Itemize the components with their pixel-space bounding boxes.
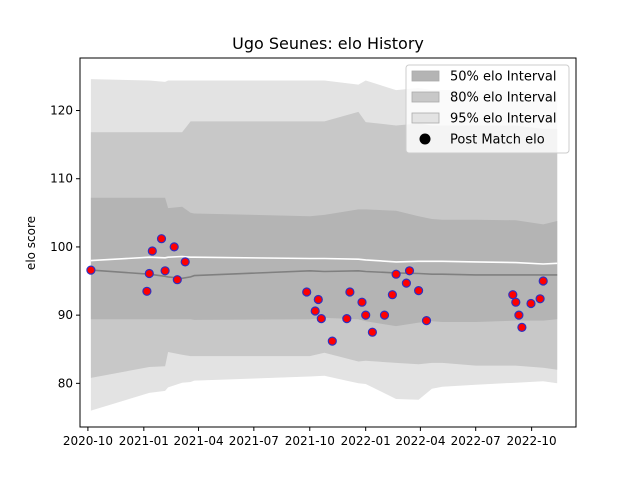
post-match-point	[404, 266, 415, 276]
post-match-point	[391, 269, 401, 279]
post-match-point	[342, 314, 352, 324]
post-match-point	[526, 298, 536, 309]
x-tick-label: 2021-10	[285, 434, 335, 448]
post-match-point	[147, 246, 157, 256]
y-axis: 80 90 100 110 120	[50, 104, 80, 390]
post-match-point	[302, 287, 312, 297]
post-match-point	[379, 310, 390, 320]
post-match-point	[517, 322, 527, 332]
x-tick-label: 2020-10	[63, 434, 113, 448]
post-match-point	[156, 234, 167, 244]
post-match-point	[414, 286, 424, 296]
post-match-point	[144, 268, 154, 279]
x-tick-label: 2021-07	[229, 434, 279, 448]
x-tick-label: 2022-04	[395, 434, 445, 448]
post-match-point	[327, 336, 337, 346]
post-match-point	[387, 290, 397, 300]
y-axis-label: elo score	[24, 216, 38, 270]
post-match-point	[160, 266, 170, 276]
x-tick-label: 2021-04	[173, 434, 223, 448]
post-match-point	[169, 242, 179, 252]
band-50-interval	[90, 197, 558, 327]
legend-swatch	[411, 91, 440, 103]
mean-elo-line	[90, 255, 558, 265]
post-match-point	[142, 286, 152, 296]
y-tick-label: 90	[58, 308, 73, 322]
plot-area	[86, 79, 558, 411]
post-match-point	[172, 275, 182, 285]
y-tick-label: 110	[50, 172, 73, 186]
post-match-point	[357, 297, 367, 307]
post-match-point	[508, 290, 518, 300]
post-match-point	[180, 257, 190, 267]
legend-label: 50% elo Interval	[450, 70, 557, 85]
legend: 50% elo Interval 80% elo Interval 95% elo …	[405, 64, 570, 154]
x-axis: 2020-10 2021-01 2021-04 2021-07 2021-10 2022-…	[63, 427, 557, 448]
legend-label: Post Match elo	[450, 133, 545, 148]
x-tick-label: 2022-01	[341, 434, 391, 448]
post-match-point	[367, 327, 377, 337]
x-tick-label: 2022-07	[451, 434, 501, 448]
post-match-point	[421, 316, 432, 326]
x-tick-label: 2021-01	[119, 434, 169, 448]
post-match-point	[316, 314, 326, 324]
post-match-point	[401, 278, 411, 288]
legend-label: 80% elo Interval	[450, 91, 557, 106]
y-tick-label: 80	[58, 376, 73, 390]
x-tick-label: 2022-10	[507, 434, 557, 448]
y-tick-label: 120	[50, 104, 73, 118]
post-match-point	[511, 297, 521, 307]
y-tick-label: 100	[50, 240, 73, 254]
post-match-point	[361, 310, 371, 320]
legend-marker	[419, 133, 431, 145]
post-match-point	[345, 287, 355, 297]
legend-box	[405, 64, 570, 154]
legend-swatch	[411, 70, 440, 82]
legend-swatch	[411, 112, 440, 124]
post-match-point	[310, 306, 320, 316]
post-match-point	[514, 310, 524, 320]
post-match-point	[313, 294, 323, 305]
legend-label: 95% elo Interval	[450, 112, 557, 127]
axes-frame	[79, 57, 577, 428]
median-elo-line	[90, 269, 558, 280]
post-match-point	[86, 265, 96, 275]
chart-title: Ugo Seunes: elo History	[232, 34, 424, 53]
post-match-point	[535, 294, 545, 304]
post-match-point	[538, 276, 548, 286]
